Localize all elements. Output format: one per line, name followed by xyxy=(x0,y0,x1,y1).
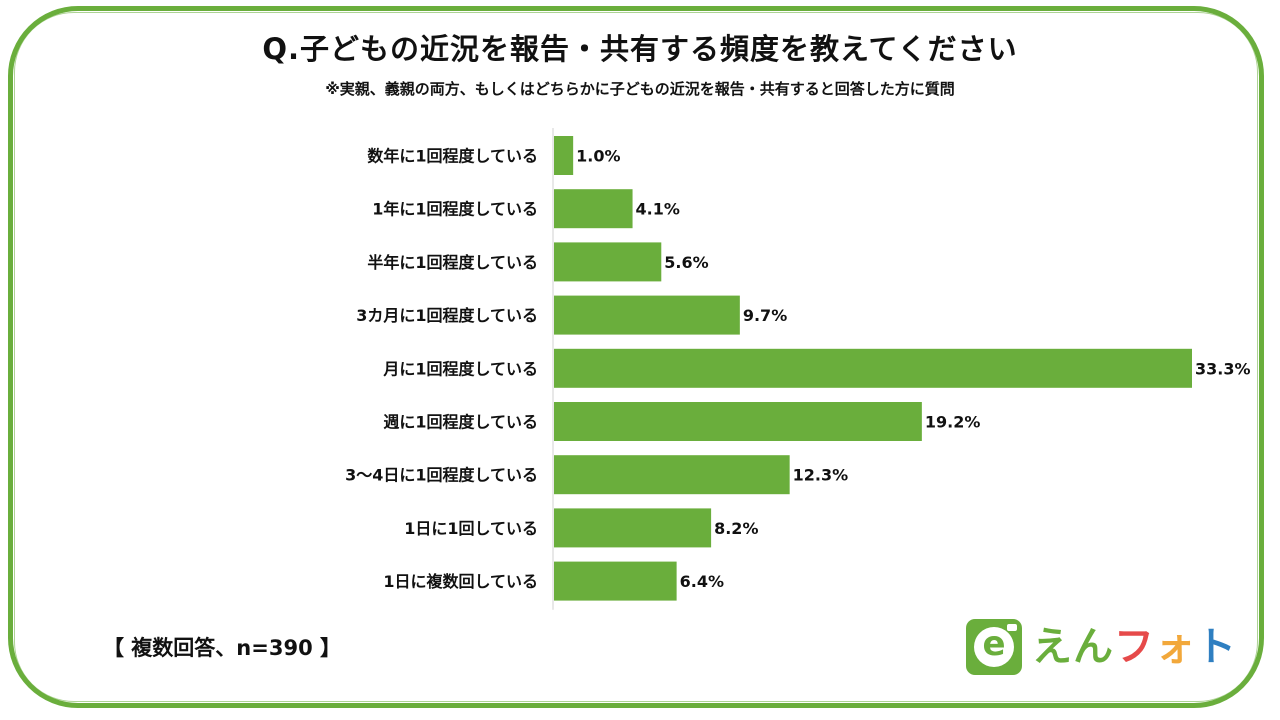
category-label: 数年に1回程度している xyxy=(367,147,538,166)
bar xyxy=(554,295,740,335)
value-label: 33.3% xyxy=(1195,359,1251,378)
category-label: 3カ月に1回程度している xyxy=(356,306,538,325)
category-label: 1日に1回している xyxy=(404,519,538,538)
logo-text: えんフォト xyxy=(1032,623,1237,671)
value-label: 8.2% xyxy=(714,519,758,538)
category-label: 月に1回程度している xyxy=(382,359,538,378)
logo-char: え xyxy=(1032,624,1073,670)
value-label: 4.1% xyxy=(636,200,680,219)
bar xyxy=(554,508,712,548)
bar xyxy=(554,348,1192,388)
value-label: 19.2% xyxy=(925,413,981,432)
category-label: 3〜4日に1回程度している xyxy=(345,466,538,485)
value-label: 1.0% xyxy=(576,147,620,166)
value-label: 6.4% xyxy=(680,572,724,591)
bar xyxy=(554,136,574,175)
e-camera-logo-icon: e xyxy=(966,619,1022,675)
logo-char: ォ xyxy=(1155,624,1196,670)
chart-subtitle: ※実親、義親の両方、もしくはどちらかに子どもの近況を報告・共有すると回答した方に… xyxy=(325,80,955,98)
enphoto-logo: e えんフォト xyxy=(966,619,1236,675)
logo-char: ん xyxy=(1073,624,1114,670)
bar xyxy=(554,455,790,495)
chart-title: Q.子どもの近況を報告・共有する頻度を教えてください xyxy=(262,32,1018,66)
bar xyxy=(554,189,633,229)
inner-frame xyxy=(14,12,1258,702)
category-label: 1日に複数回している xyxy=(383,572,538,591)
category-label: 半年に1回程度している xyxy=(367,253,538,272)
bar xyxy=(554,402,922,441)
outer-frame xyxy=(8,6,1264,708)
category-label: 1年に1回程度している xyxy=(372,200,538,219)
category-label: 週に1回程度している xyxy=(383,413,538,432)
logo-char: ト xyxy=(1196,624,1237,670)
logo-char: フ xyxy=(1114,624,1155,670)
sample-note: 【 複数回答、n=390 】 xyxy=(103,636,342,660)
value-label: 12.3% xyxy=(793,466,849,485)
value-label: 5.6% xyxy=(664,253,708,272)
value-label: 9.7% xyxy=(743,306,787,325)
bar xyxy=(554,561,677,601)
bar xyxy=(554,242,662,282)
